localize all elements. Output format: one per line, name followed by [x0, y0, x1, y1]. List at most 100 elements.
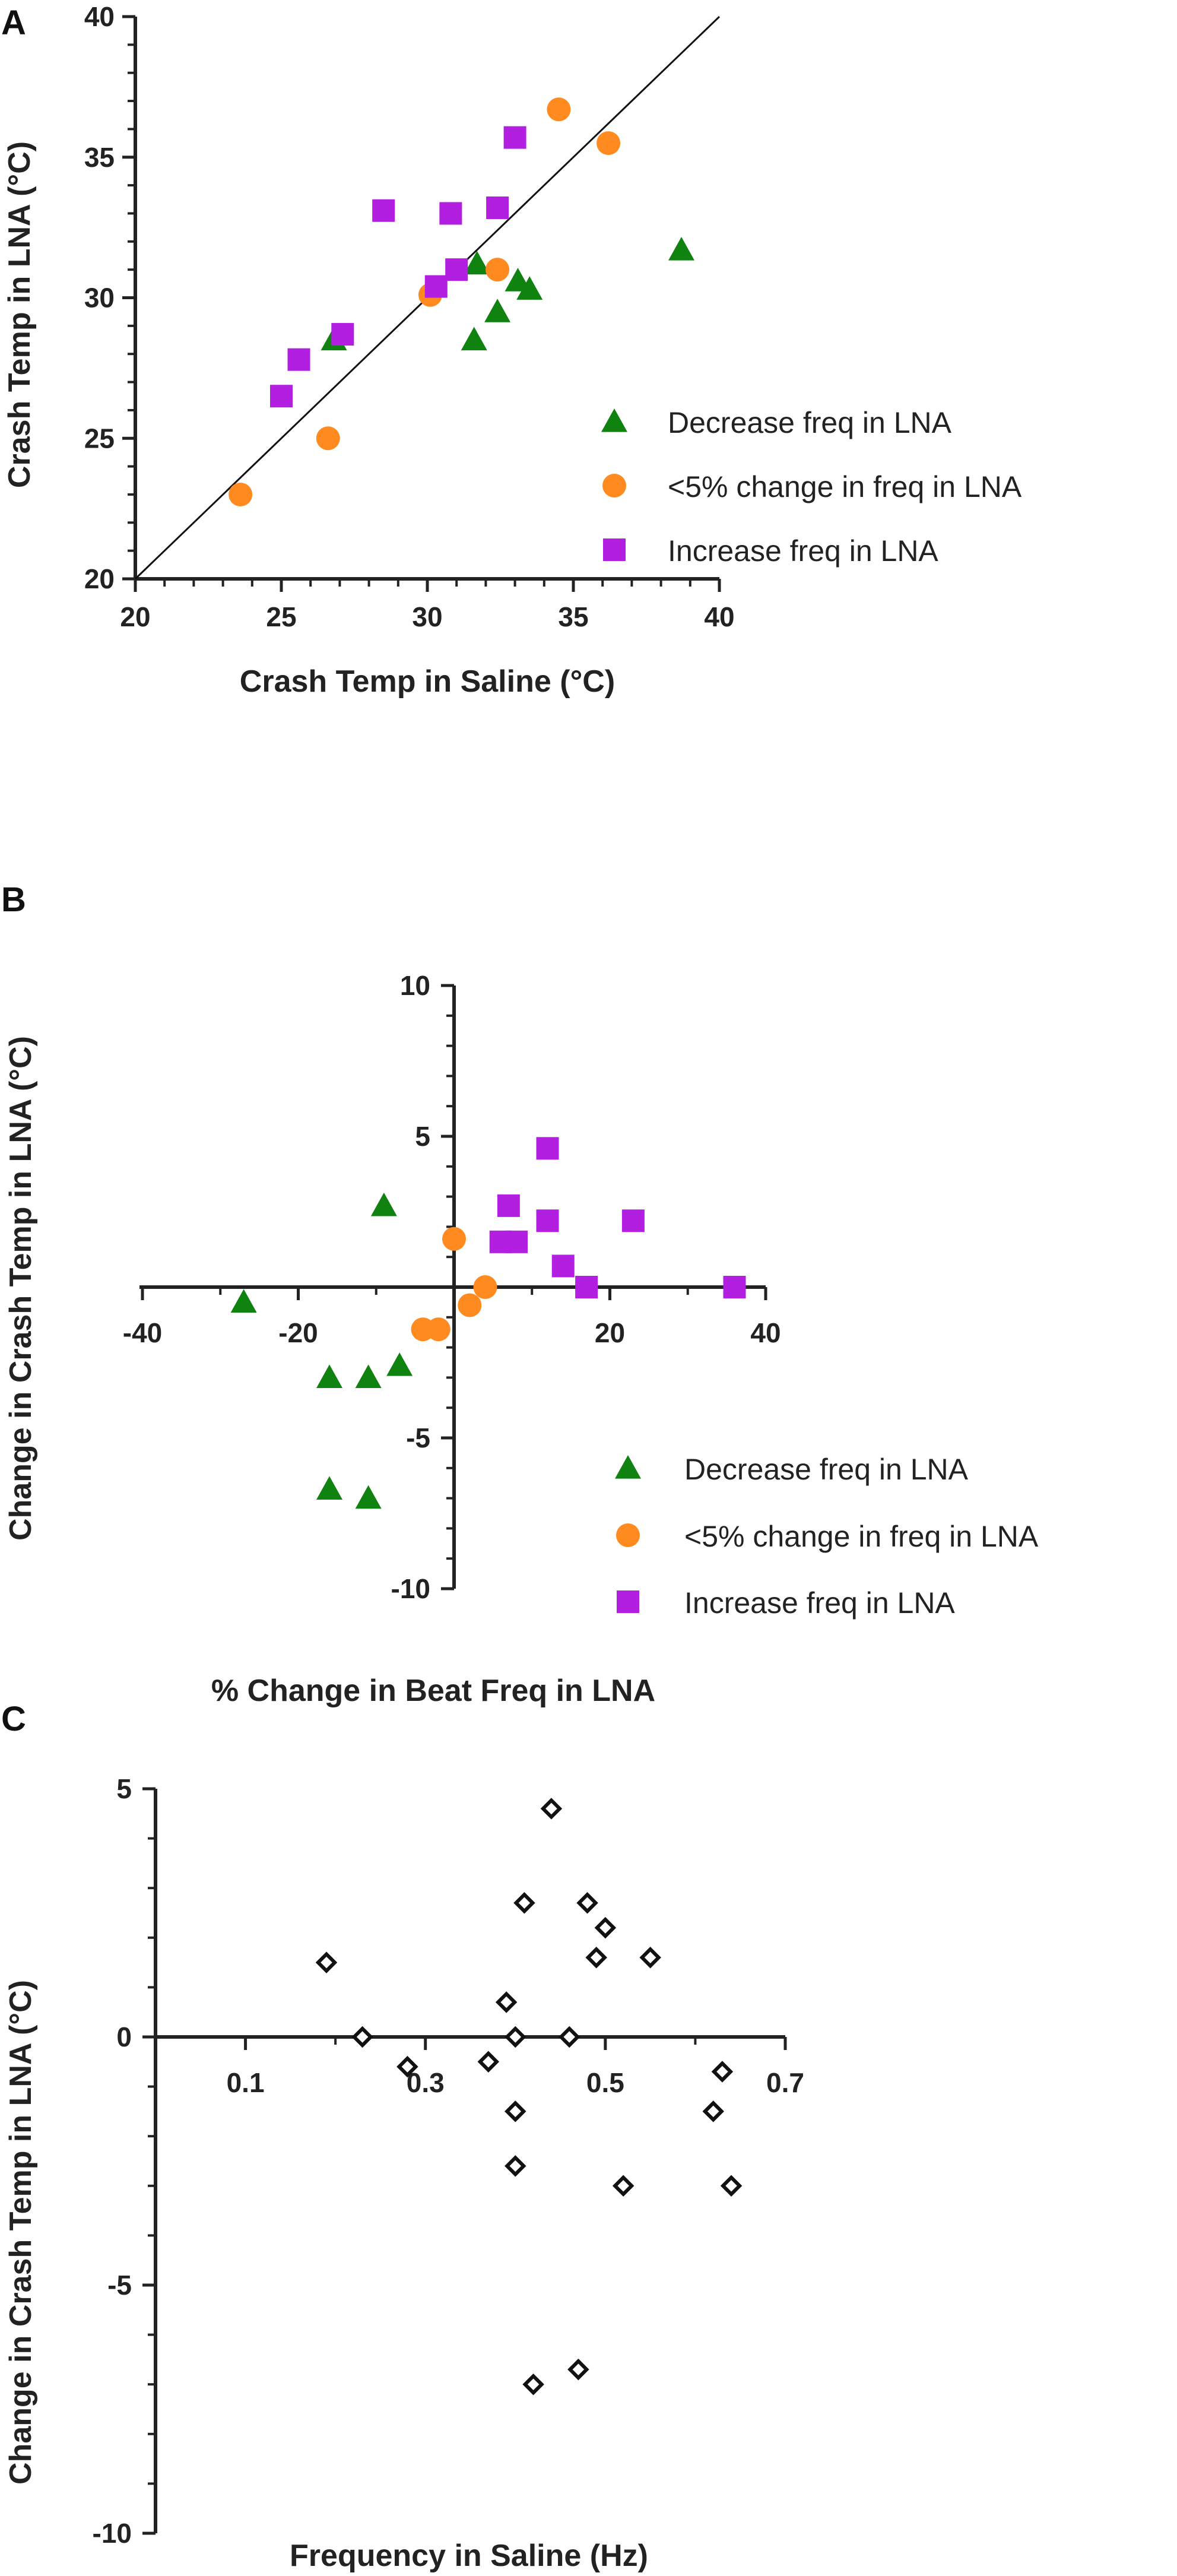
panel-b-legend-marker-triangle [615, 1455, 641, 1479]
panel-c-x-tick-label: 0.1 [227, 2067, 265, 2098]
panel-c-point-diamond [477, 2051, 500, 2073]
panel-b-point-square [497, 1194, 520, 1217]
panel-b-legend-marker-square [617, 1590, 639, 1613]
panel-a-point-triangle [484, 299, 511, 322]
panel-a-y-tick-label: 25 [84, 423, 115, 454]
panel-b-x-tick-label: -20 [278, 1317, 318, 1348]
panel-c-point-diamond [594, 1916, 617, 1939]
panel-b-point-triangle [316, 1364, 342, 1388]
panel-b-point-circle [458, 1293, 482, 1317]
panel-b-marks [230, 1137, 746, 1509]
panel-b-x-tick-label: -40 [123, 1317, 162, 1348]
panel-b-point-circle [442, 1227, 466, 1251]
panel-b-point-triangle [230, 1289, 257, 1313]
panel-a-point-triangle [505, 268, 531, 291]
panel-b-point-square [551, 1254, 575, 1278]
panel-c-point-diamond [396, 2055, 418, 2078]
panel-a-point-triangle [668, 237, 695, 261]
panel-c-point-diamond [567, 2358, 589, 2381]
panel-b-legend: Decrease freq in LNA <5% change in freq i… [615, 1453, 1039, 1620]
panel-c-axes: 0.1 0.3 0.5 0.7 -10 -5 0 5 [93, 1773, 804, 2549]
panel-a-x-tick-label: 40 [704, 601, 734, 632]
panel-a: A 20 25 30 35 40 20 25 30 35 40 Crash Temp in Sal… [1, 1, 1022, 699]
panel-c-point-diamond [612, 2175, 634, 2197]
panel-letter-b: B [1, 880, 26, 919]
panel-b-point-circle [426, 1317, 451, 1342]
panel-a-x-tick-label: 30 [412, 601, 442, 632]
panel-c-point-diamond [585, 1946, 607, 1969]
panel-a-point-triangle [461, 327, 487, 351]
panel-c-point-diamond [720, 2175, 743, 2197]
panel-a-marks [229, 97, 695, 506]
panel-a-y-tick-label: 40 [84, 1, 115, 32]
panel-b-y-tick-label: 10 [400, 970, 430, 1001]
panel-b-point-triangle [316, 1476, 342, 1500]
panel-a-point-square [424, 275, 448, 298]
panel-a-point-square [486, 196, 509, 219]
panel-a-x-axis-title: Crash Temp in Saline (°C) [240, 664, 615, 699]
panel-letter-a: A [1, 4, 26, 42]
panel-a-point-circle [547, 97, 571, 122]
panel-a-legend-label: Increase freq in LNA [668, 534, 938, 568]
panel-a-point-square [270, 385, 293, 408]
panel-a-point-circle [486, 258, 510, 282]
panel-b-axes: -40 -20 20 40 -10 -5 5 10 [123, 970, 781, 1604]
panel-c-point-diamond [576, 1892, 598, 1914]
panel-c-point-diamond [505, 2155, 526, 2177]
panel-b-x-axis-title: % Change in Beat Freq in LNA [211, 1674, 655, 1708]
panel-c-marks [315, 1798, 743, 2396]
panel-c-y-tick-label: 5 [116, 1773, 132, 1804]
panel-b: B -40 -20 20 40 -10 -5 5 10 % Change in Beat Fr… [1, 880, 1039, 1708]
panel-a-legend-label: Decrease freq in LNA [668, 406, 952, 439]
panel-a-point-square [445, 258, 468, 281]
panel-a-axes: 20 25 30 35 40 20 25 30 35 40 [84, 1, 735, 632]
panel-c-point-diamond [522, 2373, 544, 2396]
panel-b-point-triangle [355, 1485, 382, 1509]
panel-b-point-square [505, 1230, 528, 1253]
panel-c-point-diamond [495, 1991, 518, 2013]
panel-a-point-square [331, 323, 354, 346]
panel-c-point-diamond [558, 2026, 580, 2048]
panel-b-point-circle [473, 1275, 497, 1299]
panel-b-y-tick-label: -10 [391, 1573, 430, 1604]
panel-b-point-square [536, 1209, 559, 1232]
panel-b-x-tick-label: 40 [750, 1317, 781, 1348]
panel-a-point-square [439, 202, 462, 225]
panel-a-x-tick-label: 20 [120, 601, 150, 632]
panel-c-point-diamond [351, 2026, 373, 2048]
panel-b-point-triangle [386, 1352, 413, 1376]
panel-b-legend-label: Increase freq in LNA [684, 1586, 955, 1620]
panel-a-point-square [372, 199, 395, 222]
panel-c-y-tick-label: -10 [93, 2518, 132, 2549]
panel-a-legend-marker-square [603, 538, 626, 561]
panel-a-point-circle [316, 426, 340, 451]
panel-a-y-axis-title: Crash Temp in LNA (°C) [2, 141, 37, 488]
panel-c-point-diamond [711, 2061, 734, 2083]
panel-c-y-axis-title: Change in Crash Temp in LNA (°C) [4, 1980, 38, 2485]
panel-b-point-square [621, 1209, 645, 1232]
panel-b-point-square [536, 1137, 559, 1160]
panel-a-y-tick-label: 20 [84, 563, 115, 594]
panel-a-x-tick-label: 35 [558, 601, 588, 632]
panel-c-point-diamond [639, 1946, 661, 1969]
panel-a-legend-marker-triangle [601, 408, 627, 432]
panel-c-x-axis-title: Frequency in Saline (Hz) [290, 2539, 648, 2573]
panel-a-legend-marker-circle [602, 474, 626, 498]
panel-b-y-tick-label: 5 [415, 1121, 430, 1152]
panel-c-x-tick-label: 0.5 [586, 2067, 624, 2098]
panel-a-legend-label: <5% change in freq in LNA [668, 470, 1022, 503]
panel-a-y-tick-label: 35 [84, 142, 115, 173]
panel-a-point-square [287, 348, 310, 371]
panel-b-y-tick-label: -5 [406, 1422, 430, 1453]
panel-a-y-tick-label: 30 [84, 283, 115, 313]
panel-b-legend-label: <5% change in freq in LNA [684, 1520, 1039, 1553]
panel-c-point-diamond [315, 1951, 338, 1973]
panel-a-x-tick-label: 25 [266, 601, 296, 632]
panel-letter-c: C [1, 1700, 26, 1738]
panel-b-point-triangle [370, 1192, 397, 1216]
panel-c-point-diamond [505, 2026, 526, 2048]
panel-c-x-tick-label: 0.7 [766, 2067, 804, 2098]
panel-c-point-diamond [702, 2100, 724, 2122]
panel-b-legend-label: Decrease freq in LNA [684, 1453, 969, 1486]
